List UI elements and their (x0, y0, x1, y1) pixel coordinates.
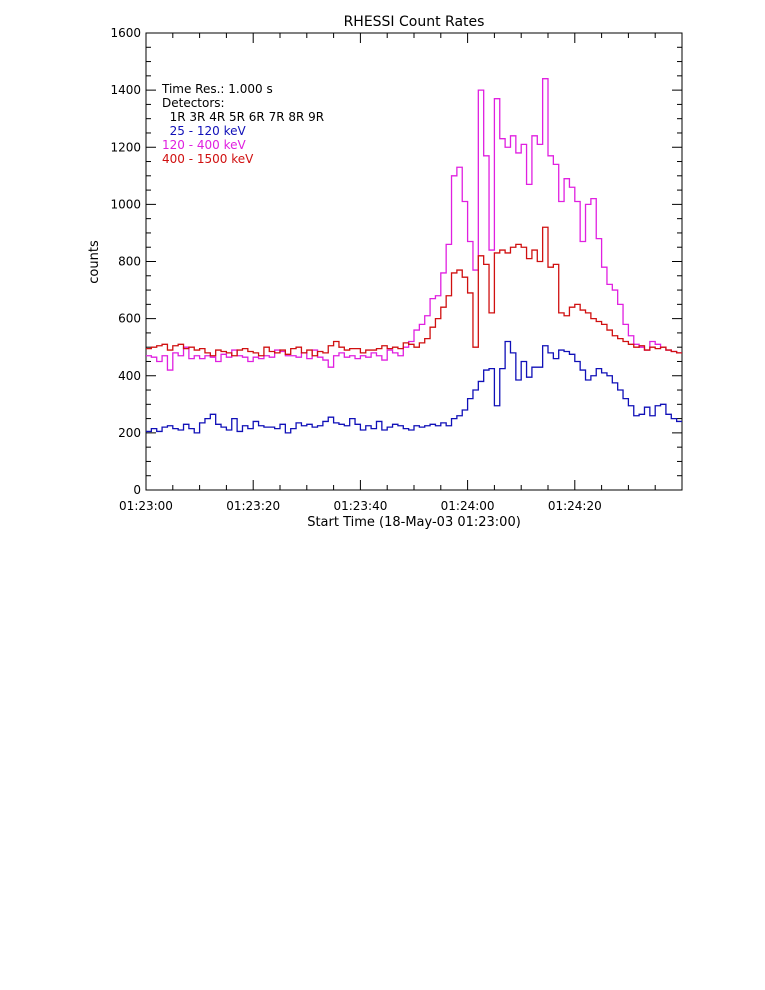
y-axis-label: counts (87, 240, 102, 284)
y-tick-label: 1400 (110, 83, 141, 97)
series-line-25-120-kev (146, 340, 682, 434)
x-tick-label: 01:24:00 (441, 499, 495, 513)
series-line-400-1500-kev (146, 226, 682, 357)
plot-area (145, 32, 683, 491)
x-axis-ticks (145, 33, 683, 490)
legend-detectors-list: 1R 3R 4R 5R 6R 7R 8R 9R (162, 110, 324, 124)
y-axis-tick-labels: 0 200 400 600 800 1000 1200 1400 1600 (110, 26, 141, 497)
series-layer (146, 78, 682, 434)
y-tick-label: 400 (118, 369, 141, 383)
y-tick-label: 1600 (110, 26, 141, 40)
y-tick-label: 600 (118, 312, 141, 326)
x-tick-label: 01:24:20 (548, 499, 602, 513)
chart-title: RHESSI Count Rates (344, 14, 485, 30)
y-tick-label: 800 (118, 255, 141, 269)
y-tick-label: 200 (118, 426, 141, 440)
x-tick-label: 01:23:40 (333, 499, 387, 513)
legend-entry-120-400-kev: 120 - 400 keV (162, 138, 246, 152)
x-tick-label: 01:23:20 (226, 499, 280, 513)
legend-entry-25-120-kev: 25 - 120 keV (162, 124, 246, 138)
y-tick-label: 1000 (110, 197, 141, 211)
y-axis-ticks (146, 32, 682, 491)
legend-entry-400-1500-kev: 400 - 1500 keV (162, 152, 254, 166)
legend-time-resolution: Time Res.: 1.000 s (161, 82, 273, 96)
legend: Time Res.: 1.000 s Detectors: 1R 3R 4R 5… (161, 82, 324, 166)
x-axis-label: Start Time (18-May-03 01:23:00) (307, 515, 521, 530)
y-tick-label: 1200 (110, 140, 141, 154)
legend-detectors-heading: Detectors: (162, 96, 225, 110)
x-tick-label: 01:23:00 (119, 499, 173, 513)
x-axis-tick-labels: 01:23:00 01:23:20 01:23:40 01:24:00 01:24:20 (119, 499, 602, 513)
y-tick-label: 0 (133, 483, 141, 497)
